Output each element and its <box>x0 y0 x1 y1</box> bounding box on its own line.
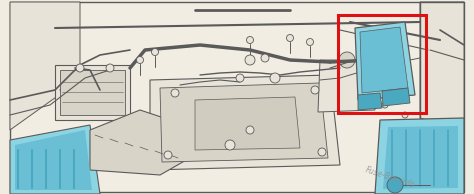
Circle shape <box>246 36 254 43</box>
Circle shape <box>270 73 280 83</box>
Circle shape <box>387 72 393 78</box>
Polygon shape <box>55 65 130 120</box>
Bar <box>338 15 426 113</box>
Polygon shape <box>195 97 300 150</box>
Polygon shape <box>383 126 458 189</box>
Polygon shape <box>360 27 408 93</box>
Circle shape <box>164 151 172 159</box>
Polygon shape <box>10 125 100 194</box>
Polygon shape <box>420 2 464 130</box>
Polygon shape <box>358 93 382 110</box>
Circle shape <box>76 64 84 72</box>
Polygon shape <box>382 88 410 106</box>
Circle shape <box>402 112 408 118</box>
Polygon shape <box>10 2 80 130</box>
Circle shape <box>137 56 144 63</box>
Circle shape <box>225 140 235 150</box>
Polygon shape <box>355 22 415 100</box>
Polygon shape <box>449 0 474 194</box>
Circle shape <box>286 35 293 42</box>
Circle shape <box>261 54 269 62</box>
Circle shape <box>171 89 179 97</box>
Circle shape <box>318 148 326 156</box>
Circle shape <box>311 86 319 94</box>
Polygon shape <box>60 70 125 115</box>
Circle shape <box>246 126 254 134</box>
Polygon shape <box>10 2 464 192</box>
Circle shape <box>382 102 388 108</box>
Circle shape <box>387 177 403 193</box>
Circle shape <box>245 55 255 65</box>
Circle shape <box>397 87 403 93</box>
Polygon shape <box>90 110 195 175</box>
Polygon shape <box>0 0 25 194</box>
Polygon shape <box>160 83 328 162</box>
Polygon shape <box>318 60 375 112</box>
Circle shape <box>152 48 158 55</box>
Circle shape <box>339 52 355 68</box>
Circle shape <box>236 74 244 82</box>
Polygon shape <box>150 75 340 170</box>
Polygon shape <box>15 130 92 190</box>
Circle shape <box>106 64 114 72</box>
Polygon shape <box>375 118 464 194</box>
Circle shape <box>307 38 313 46</box>
Text: Fuse-Box.info: Fuse-Box.info <box>364 166 416 190</box>
